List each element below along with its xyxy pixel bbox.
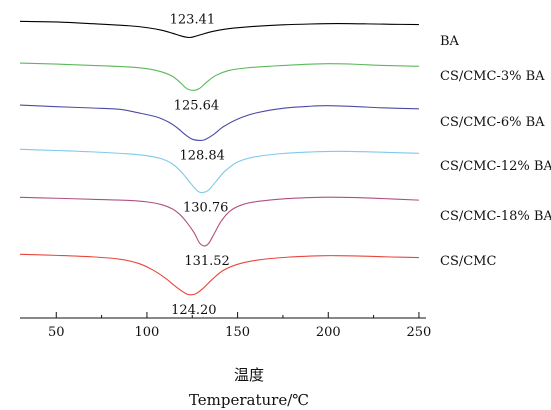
peak-label-cs-cmc-3-ba: 125.64 <box>174 98 220 113</box>
series-label-ba: BA <box>440 34 460 49</box>
series-label-cs-cmc-6-ba: CS/CMC-6% BA <box>440 115 545 130</box>
series-label-cs-cmc-12-ba: CS/CMC-12% BA <box>440 159 551 174</box>
curve-cs-cmc-6-ba <box>19 104 419 141</box>
curve-cs-cmc-12-ba <box>19 148 419 194</box>
peak-label-cs-cmc-18-ba: 131.52 <box>184 254 230 269</box>
x-tick-label-200: 200 <box>316 325 341 340</box>
peak-label-cs-cmc: 124.20 <box>171 303 217 318</box>
x-tick-label-250: 250 <box>407 325 432 340</box>
curve-cs-cmc-18-ba <box>19 196 419 247</box>
curve-ba <box>19 20 419 39</box>
peak-label-cs-cmc-6-ba: 128.84 <box>179 148 225 163</box>
x-axis-label-cn: 温度 <box>234 366 264 384</box>
series-label-cs-cmc: CS/CMC <box>440 254 496 269</box>
curves-group <box>19 20 419 296</box>
series-label-cs-cmc-3-ba: CS/CMC-3% BA <box>440 69 545 84</box>
peak-label-cs-cmc-12-ba: 130.76 <box>183 201 229 216</box>
x-tick-label-50: 50 <box>48 325 65 340</box>
series-label-cs-cmc-18-ba: CS/CMC-18% BA <box>440 209 551 224</box>
curve-labels-group: BA CS/CMC-3% BA CS/CMC-6% BA CS/CMC-12% BA C… <box>440 34 551 269</box>
peak-labels-group: 123.41 125.64 128.84 130.76 131.52 124.20 <box>170 13 230 318</box>
peak-label-ba: 123.41 <box>170 13 216 28</box>
curve-cs-cmc <box>19 253 419 296</box>
x-tick-label-150: 150 <box>225 325 250 340</box>
x-axis-label: Temperature/℃ <box>189 391 309 409</box>
curve-cs-cmc-3-ba <box>19 62 419 91</box>
x-axis-ticks: 50 100 150 200 250 <box>48 312 431 340</box>
x-tick-label-100: 100 <box>135 325 160 340</box>
